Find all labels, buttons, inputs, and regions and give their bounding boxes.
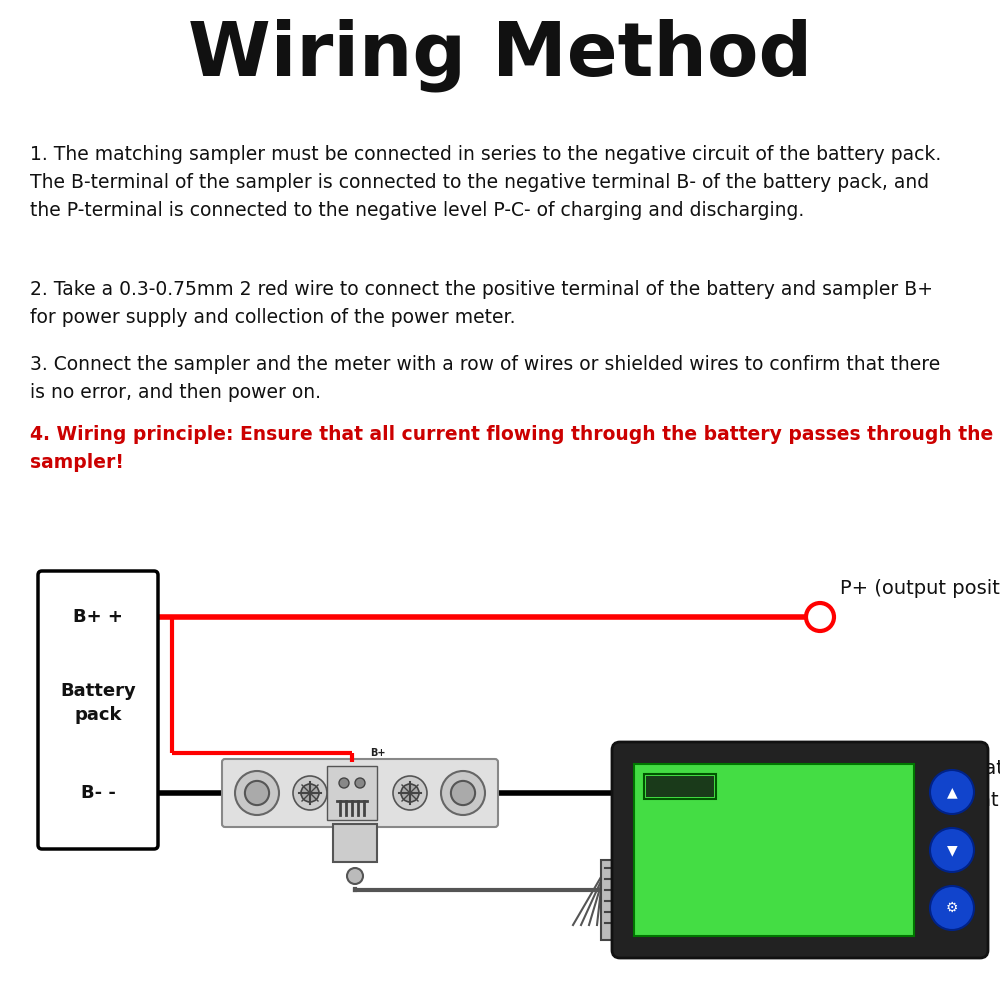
Text: C- (charge negative): C- (charge negative) <box>840 760 1000 778</box>
Circle shape <box>930 828 974 872</box>
FancyBboxPatch shape <box>601 860 629 940</box>
Text: B-: B- <box>331 827 341 837</box>
Circle shape <box>235 771 279 815</box>
Text: P+ (output positive): P+ (output positive) <box>840 580 1000 598</box>
FancyBboxPatch shape <box>634 764 914 936</box>
Circle shape <box>293 776 327 810</box>
Text: P- (output negative): P- (output negative) <box>840 792 1000 810</box>
Circle shape <box>355 778 365 788</box>
Circle shape <box>930 886 974 930</box>
Text: 0:00:00T: 0:00:00T <box>842 778 906 790</box>
Circle shape <box>393 776 427 810</box>
Circle shape <box>245 781 269 805</box>
Circle shape <box>301 784 319 802</box>
Text: Ah: Ah <box>808 862 832 882</box>
Text: 1. The matching sampler must be connected in series to the negative circuit of t: 1. The matching sampler must be connecte… <box>30 145 941 220</box>
Text: ▼: ▼ <box>947 843 957 857</box>
Text: B- -: B- - <box>81 784 115 802</box>
FancyBboxPatch shape <box>644 774 716 799</box>
Text: 100: 100 <box>652 838 727 880</box>
Text: ▲: ▲ <box>947 785 957 799</box>
FancyBboxPatch shape <box>612 742 988 958</box>
Text: B+ +: B+ + <box>73 608 123 626</box>
Text: 27.9V: 27.9V <box>646 910 684 922</box>
Text: 4. Wiring principle: Ensure that all current flowing through the battery passes : 4. Wiring principle: Ensure that all cur… <box>30 425 993 472</box>
Text: Battery
pack: Battery pack <box>60 682 136 724</box>
Text: %: % <box>706 862 718 882</box>
Circle shape <box>930 770 974 814</box>
FancyBboxPatch shape <box>38 571 158 849</box>
Text: P-: P- <box>369 827 379 837</box>
Circle shape <box>451 781 475 805</box>
Text: 0.0W: 0.0W <box>782 910 812 922</box>
Text: ⚙: ⚙ <box>946 901 958 915</box>
Circle shape <box>806 603 834 631</box>
Text: 2. Take a 0.3-0.75mm 2 red wire to connect the positive terminal of the battery : 2. Take a 0.3-0.75mm 2 red wire to conne… <box>30 280 933 327</box>
Text: 260: 260 <box>744 838 819 880</box>
Text: 3. Connect the sampler and the meter with a row of wires or shielded wires to co: 3. Connect the sampler and the meter wit… <box>30 355 940 402</box>
FancyBboxPatch shape <box>333 824 377 862</box>
Text: 0A: 0A <box>734 910 749 922</box>
Text: Wiring Method: Wiring Method <box>188 18 812 92</box>
FancyBboxPatch shape <box>327 766 377 820</box>
Circle shape <box>347 868 363 884</box>
FancyBboxPatch shape <box>222 759 498 827</box>
Circle shape <box>339 778 349 788</box>
Circle shape <box>401 784 419 802</box>
Text: H56C  COULOMBMETER: H56C COULOMBMETER <box>711 935 833 945</box>
FancyBboxPatch shape <box>646 776 714 797</box>
Circle shape <box>441 771 485 815</box>
Text: B+: B+ <box>370 748 386 758</box>
Circle shape <box>806 779 834 807</box>
